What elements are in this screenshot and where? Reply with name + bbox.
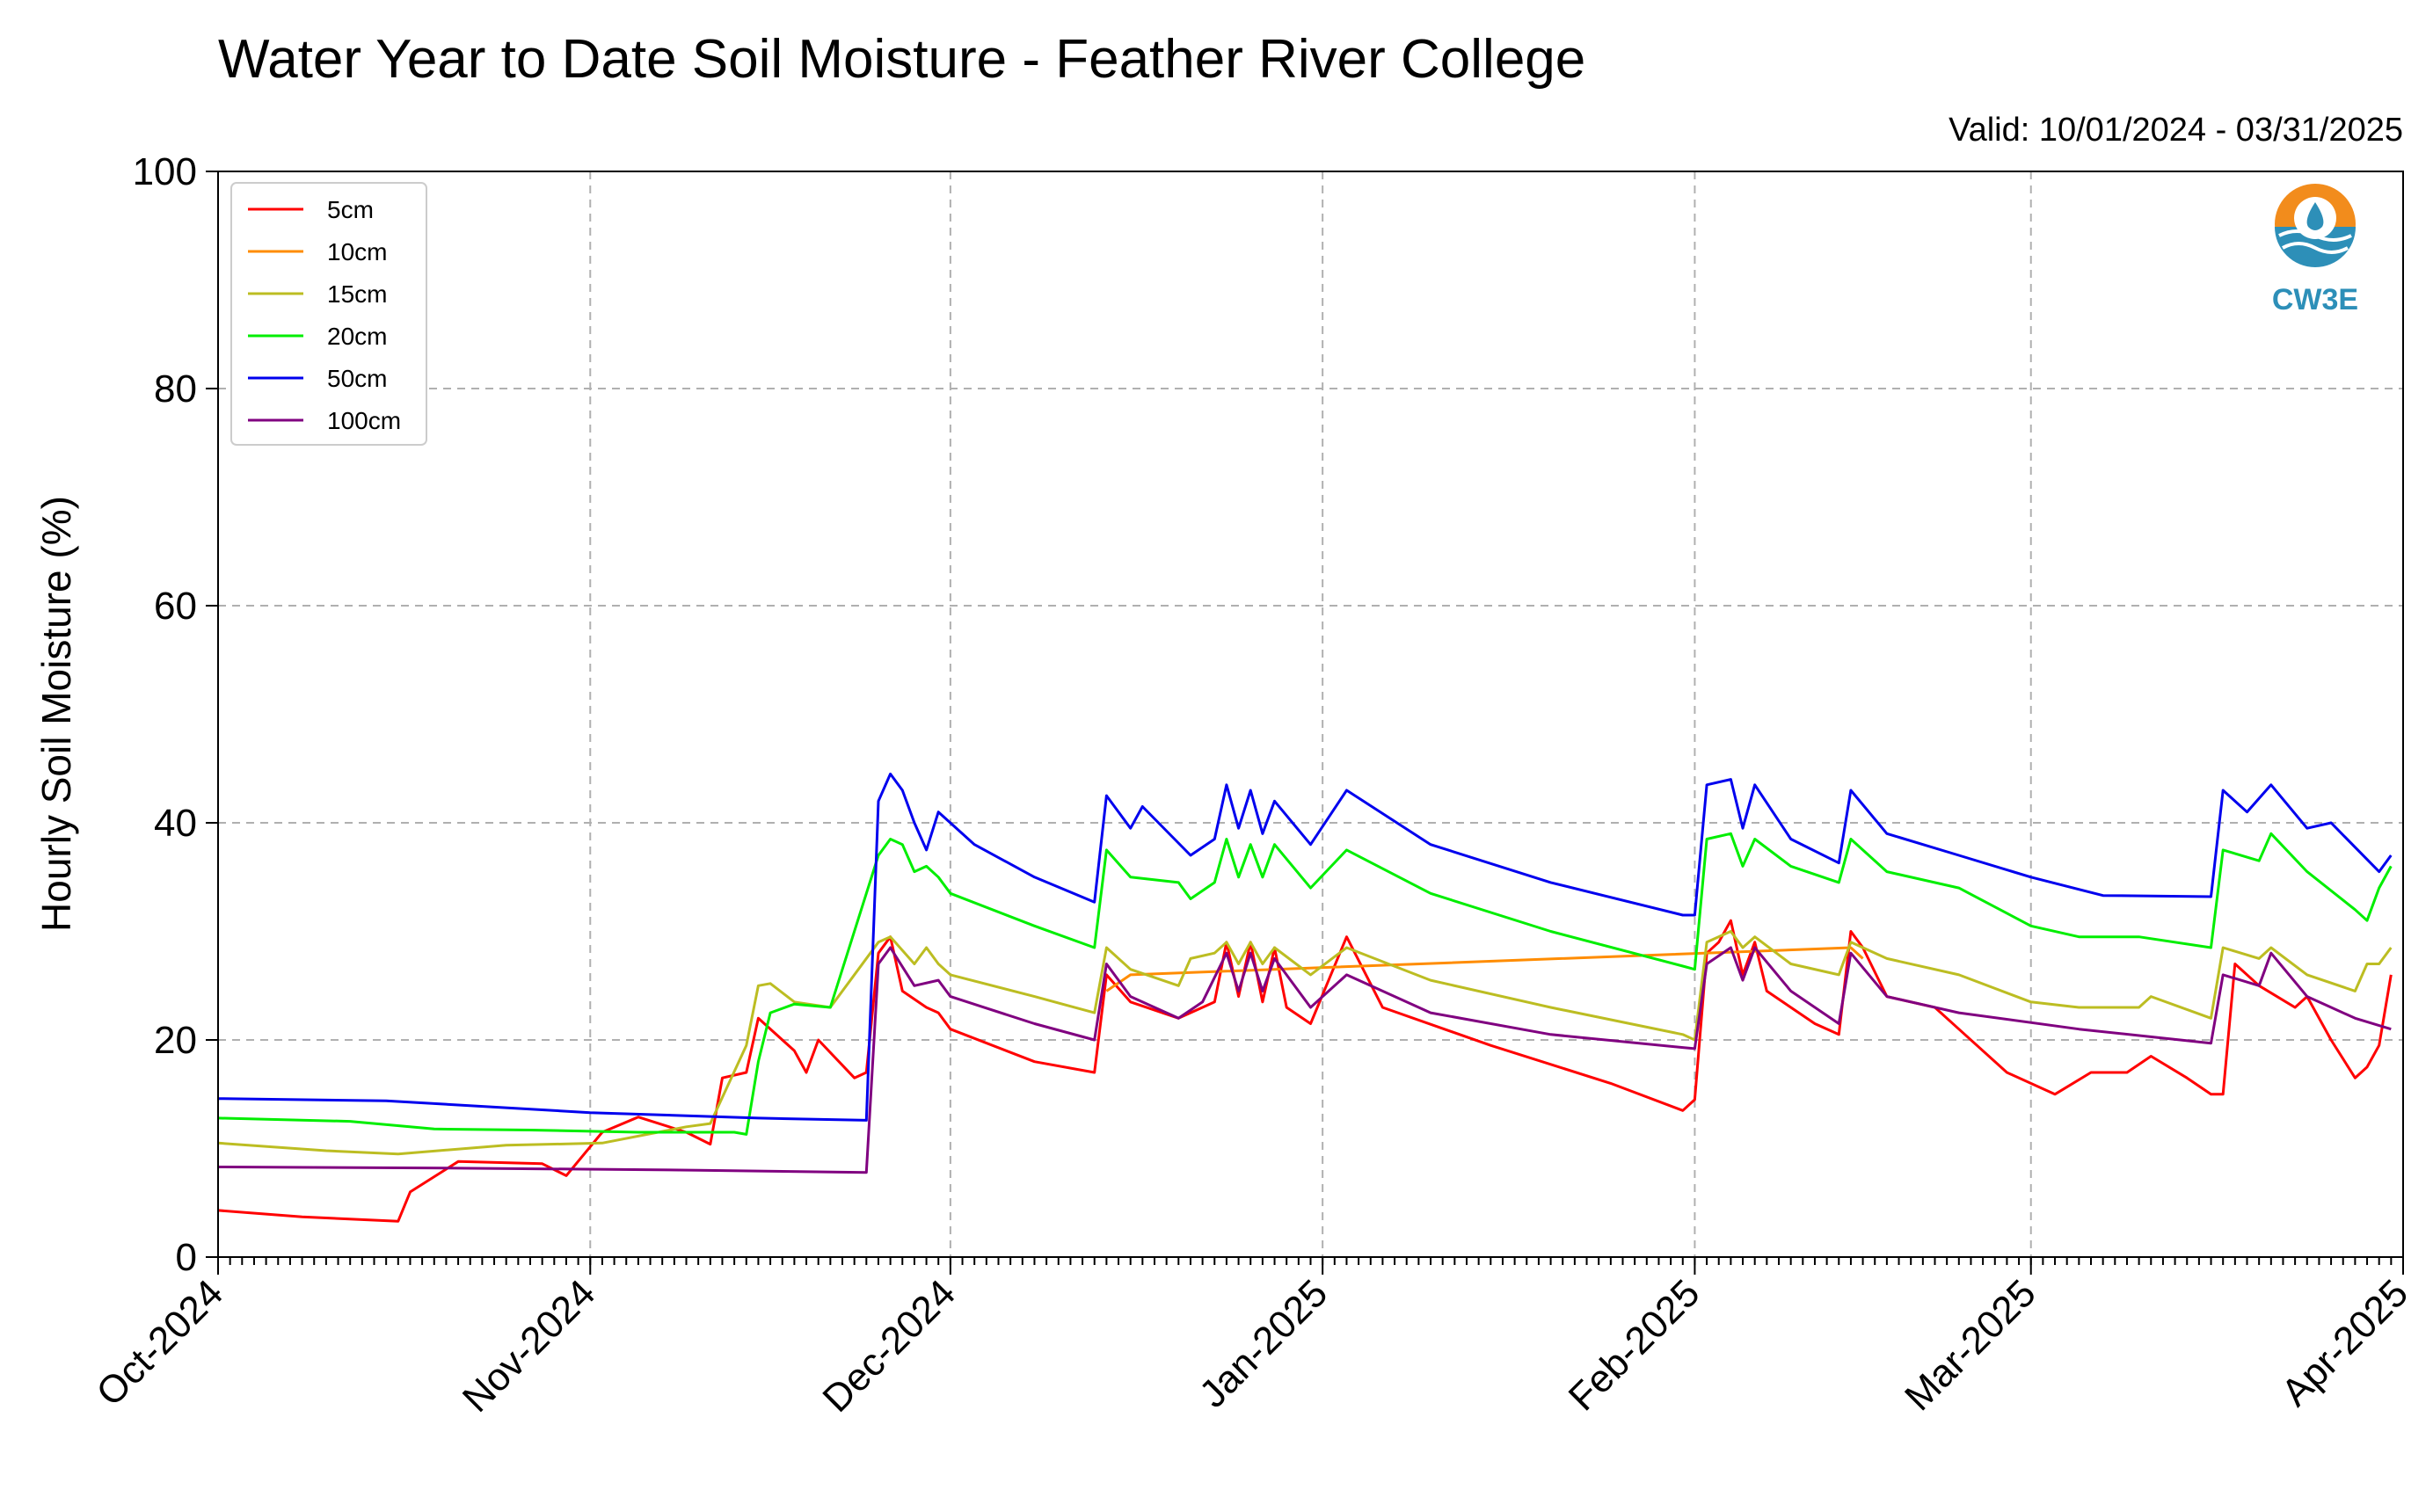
legend-label: 20cm <box>327 323 387 350</box>
cw3e-logo: CW3E <box>2272 184 2358 316</box>
legend: 5cm 10cm 15cm 20cm 50cm 100cm <box>230 182 427 446</box>
series-line-100cm <box>217 946 2392 1174</box>
y-axis: 0 20 40 60 80 100 <box>133 150 218 1279</box>
legend-label: 100cm <box>327 407 401 434</box>
series-line-15cm <box>217 930 2393 1156</box>
valid-date-range: Valid: 10/01/2024 - 03/31/2025 <box>1949 112 2403 149</box>
x-tick-label: Dec-2024 <box>814 1271 964 1421</box>
series-line-50cm <box>217 772 2393 1122</box>
series-line-10cm <box>1105 946 1864 992</box>
x-tick-label: Oct-2024 <box>88 1271 231 1414</box>
y-tick-label: 60 <box>154 585 197 628</box>
legend-label: 50cm <box>327 365 387 392</box>
legend-label: 10cm <box>327 238 387 265</box>
chart-title: Water Year to Date Soil Moisture - Feath… <box>218 29 1585 90</box>
grid <box>218 171 2403 1257</box>
x-tick-label: Mar-2025 <box>1897 1271 2044 1419</box>
y-tick-label: 40 <box>154 802 197 845</box>
y-axis-label: Hourly Soil Moisture (%) <box>33 496 79 932</box>
series-line-20cm <box>217 832 2393 1136</box>
series-lines <box>217 772 2393 1223</box>
legend-label: 15cm <box>327 280 387 308</box>
series-line-5cm <box>217 919 2393 1223</box>
x-tick-label: Feb-2025 <box>1561 1271 1708 1419</box>
logo-text: CW3E <box>2272 283 2358 316</box>
plot-frame <box>217 171 2404 1258</box>
y-tick-label: 0 <box>176 1236 197 1279</box>
x-tick-label: Jan-2025 <box>1191 1271 1336 1415</box>
x-tick-label: Apr-2025 <box>2273 1271 2416 1414</box>
y-tick-label: 80 <box>154 367 197 411</box>
logo-drop-icon <box>2306 202 2324 230</box>
legend-label: 5cm <box>327 196 374 223</box>
x-axis: Oct-2024 Nov-2024 Dec-2024 Jan-2025 Feb-2025… <box>88 1257 2416 1421</box>
y-tick-label: 100 <box>133 150 197 193</box>
x-tick-label: Nov-2024 <box>455 1271 604 1421</box>
y-tick-label: 20 <box>154 1019 197 1062</box>
